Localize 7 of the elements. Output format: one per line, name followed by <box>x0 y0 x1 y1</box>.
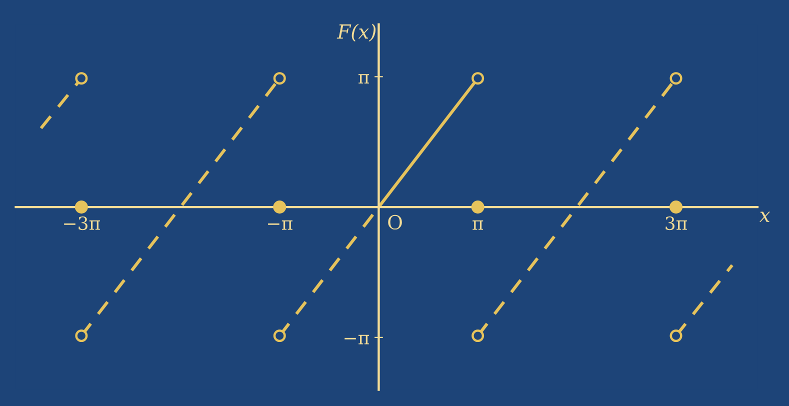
x-tick-label: −3π <box>64 216 100 230</box>
annotation: O <box>388 214 402 230</box>
x-axis-title: x <box>759 212 770 222</box>
y-axis-title: F(x) <box>336 24 376 42</box>
x-tick-label: 3π <box>666 216 688 230</box>
x-tick-label: −π <box>268 220 292 230</box>
x-tick-label: π <box>472 220 484 230</box>
